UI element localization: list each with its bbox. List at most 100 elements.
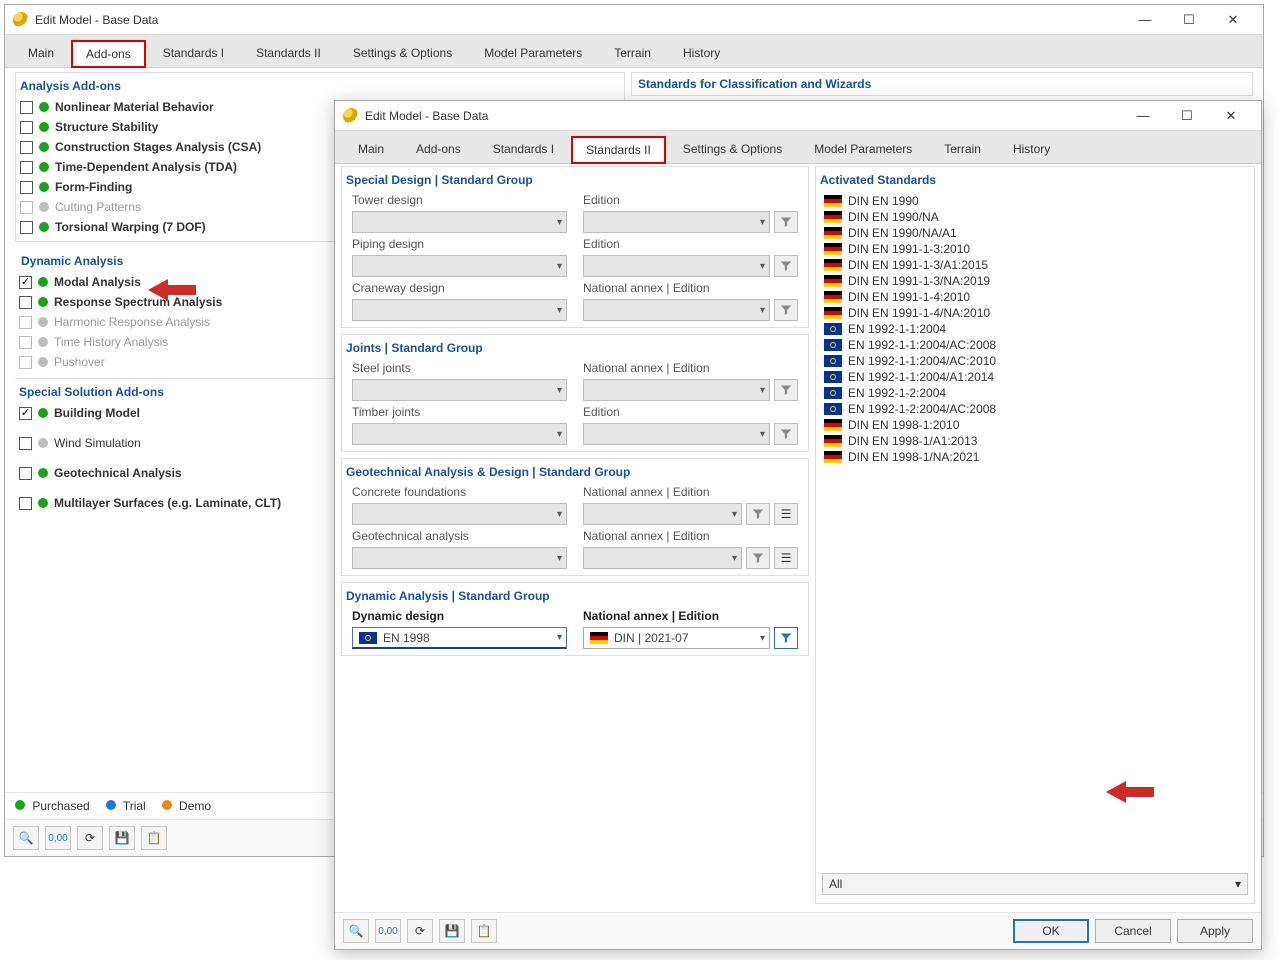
legend-item: Trial — [106, 799, 146, 813]
standard-item[interactable]: EN 1992-1-1:2004/A1:2014 — [822, 369, 1248, 385]
addon-label: Form-Finding — [55, 180, 132, 194]
standards-filter-select[interactable]: All ▾ — [822, 873, 1248, 895]
addon-label: Response Spectrum Analysis — [54, 295, 222, 309]
standard-item[interactable]: EN 1992-1-1:2004/AC:2010 — [822, 353, 1248, 369]
standard-item[interactable]: DIN EN 1991-1-3:2010 — [822, 241, 1248, 257]
combo-disabled: ▾ — [583, 379, 770, 401]
standard-item[interactable]: DIN EN 1991-1-4/NA:2010 — [822, 305, 1248, 321]
standard-item[interactable]: DIN EN 1990 — [822, 193, 1248, 209]
combo-disabled: ▾ — [583, 255, 770, 277]
standard-item[interactable]: EN 1992-1-1:2004 — [822, 321, 1248, 337]
pick-button[interactable]: ☰ — [774, 547, 798, 569]
checkbox[interactable] — [19, 276, 32, 289]
refresh-icon[interactable]: ⟳ — [407, 919, 433, 943]
checkbox[interactable] — [19, 296, 32, 309]
standard-item[interactable]: DIN EN 1991-1-4:2010 — [822, 289, 1248, 305]
save-icon[interactable]: 💾 — [109, 826, 135, 850]
app-icon — [13, 12, 29, 28]
funnel-icon[interactable] — [746, 503, 770, 525]
legend-item: Demo — [162, 799, 211, 813]
tab-model-parameters[interactable]: Model Parameters — [799, 135, 927, 163]
units-icon[interactable]: 0,00 — [375, 919, 401, 943]
checkbox[interactable] — [20, 121, 33, 134]
window-title-2: Edit Model - Base Data — [365, 109, 1121, 123]
copy-icon[interactable]: 📋 — [141, 826, 167, 850]
standard-item[interactable]: DIN EN 1998-1:2010 — [822, 417, 1248, 433]
funnel-icon[interactable] — [774, 627, 798, 649]
help-icon[interactable]: 🔍 — [13, 826, 39, 850]
tab-main[interactable]: Main — [343, 135, 399, 163]
tab-standards-ii[interactable]: Standards II — [571, 136, 666, 164]
checkbox[interactable] — [19, 407, 32, 420]
checkbox[interactable] — [20, 181, 33, 194]
standard-item[interactable]: EN 1992-1-1:2004/AC:2008 — [822, 337, 1248, 353]
standard-item[interactable]: DIN EN 1990/NA/A1 — [822, 225, 1248, 241]
ok-button[interactable]: OK — [1013, 919, 1089, 943]
checkbox[interactable] — [20, 101, 33, 114]
standard-item[interactable]: DIN EN 1991-1-3/NA:2019 — [822, 273, 1248, 289]
addon-label: Construction Stages Analysis (CSA) — [55, 140, 261, 154]
funnel-icon[interactable] — [746, 547, 770, 569]
funnel-icon[interactable] — [774, 255, 798, 277]
tab-history[interactable]: History — [668, 39, 735, 67]
tab-settings-options[interactable]: Settings & Options — [338, 39, 467, 67]
activated-standards-header: Activated Standards — [816, 167, 1254, 191]
checkbox[interactable] — [19, 497, 32, 510]
field-label: National annex | Edition — [583, 609, 798, 623]
combo-disabled: ▾ — [352, 379, 567, 401]
tab-standards-i[interactable]: Standards I — [148, 39, 239, 67]
standard-item[interactable]: DIN EN 1998-1/A1:2013 — [822, 433, 1248, 449]
tab-standards-ii[interactable]: Standards II — [241, 39, 336, 67]
titlebar-2: Edit Model - Base Data ― ☐ ✕ — [335, 101, 1261, 131]
combo-dynamic-design[interactable]: EN 1998▾ — [352, 627, 567, 649]
tab-terrain[interactable]: Terrain — [599, 39, 666, 67]
tab-settings-options[interactable]: Settings & Options — [668, 135, 797, 163]
tab-terrain[interactable]: Terrain — [929, 135, 996, 163]
checkbox[interactable] — [20, 141, 33, 154]
combo-national-annex[interactable]: DIN | 2021-07▾ — [583, 627, 770, 649]
standard-item[interactable]: DIN EN 1990/NA — [822, 209, 1248, 225]
tab-history[interactable]: History — [998, 135, 1065, 163]
minimize-button[interactable]: ― — [1121, 102, 1165, 130]
group-header: Geotechnical Analysis & Design | Standar… — [342, 459, 808, 483]
field-label: National annex | Edition — [583, 281, 798, 295]
tab-standards-i[interactable]: Standards I — [478, 135, 569, 163]
checkbox[interactable] — [19, 437, 32, 450]
save-icon[interactable]: 💾 — [439, 919, 465, 943]
standard-item[interactable]: EN 1992-1-2:2004 — [822, 385, 1248, 401]
minimize-button[interactable]: ― — [1123, 6, 1167, 34]
checkbox[interactable] — [20, 221, 33, 234]
combo-disabled: ▾ — [583, 299, 770, 321]
combo-disabled: ▾ — [352, 299, 567, 321]
pick-button[interactable]: ☰ — [774, 503, 798, 525]
maximize-button[interactable]: ☐ — [1167, 6, 1211, 34]
tab-add-ons[interactable]: Add-ons — [71, 40, 146, 68]
right-panel-header: Standards for Classification and Wizards — [631, 72, 1253, 96]
checkbox[interactable] — [20, 161, 33, 174]
standard-item[interactable]: DIN EN 1998-1/NA:2021 — [822, 449, 1248, 465]
checkbox — [20, 201, 33, 214]
close-button[interactable]: ✕ — [1211, 6, 1255, 34]
close-button[interactable]: ✕ — [1209, 102, 1253, 130]
standard-item[interactable]: DIN EN 1991-1-3/A1:2015 — [822, 257, 1248, 273]
field-label: Dynamic design — [352, 609, 567, 623]
funnel-icon[interactable] — [774, 299, 798, 321]
status-dot — [38, 337, 48, 347]
status-dot — [38, 438, 48, 448]
cancel-button[interactable]: Cancel — [1095, 919, 1171, 943]
tab-add-ons[interactable]: Add-ons — [401, 135, 476, 163]
refresh-icon[interactable]: ⟳ — [77, 826, 103, 850]
tab-model-parameters[interactable]: Model Parameters — [469, 39, 597, 67]
maximize-button[interactable]: ☐ — [1165, 102, 1209, 130]
tab-main[interactable]: Main — [13, 39, 69, 67]
copy-icon[interactable]: 📋 — [471, 919, 497, 943]
funnel-icon[interactable] — [774, 211, 798, 233]
standard-item[interactable]: EN 1992-1-2:2004/AC:2008 — [822, 401, 1248, 417]
help-icon[interactable]: 🔍 — [343, 919, 369, 943]
funnel-icon[interactable] — [774, 423, 798, 445]
units-icon[interactable]: 0,00 — [45, 826, 71, 850]
status-dot — [39, 182, 49, 192]
checkbox[interactable] — [19, 467, 32, 480]
apply-button[interactable]: Apply — [1177, 919, 1253, 943]
funnel-icon[interactable] — [774, 379, 798, 401]
